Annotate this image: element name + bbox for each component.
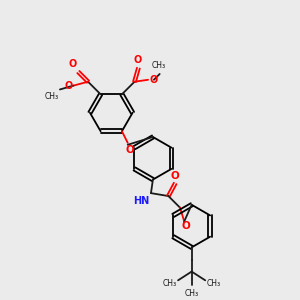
Text: O: O	[68, 59, 76, 69]
Text: O: O	[149, 75, 157, 85]
Text: O: O	[182, 221, 190, 231]
Text: CH₃: CH₃	[45, 92, 59, 101]
Text: O: O	[125, 145, 134, 155]
Text: O: O	[171, 171, 180, 181]
Text: CH₃: CH₃	[184, 289, 199, 298]
Text: CH₃: CH₃	[152, 61, 166, 70]
Text: O: O	[133, 55, 142, 65]
Text: CH₃: CH₃	[206, 279, 220, 288]
Text: O: O	[64, 81, 73, 91]
Text: HN: HN	[133, 196, 149, 206]
Text: CH₃: CH₃	[163, 279, 177, 288]
